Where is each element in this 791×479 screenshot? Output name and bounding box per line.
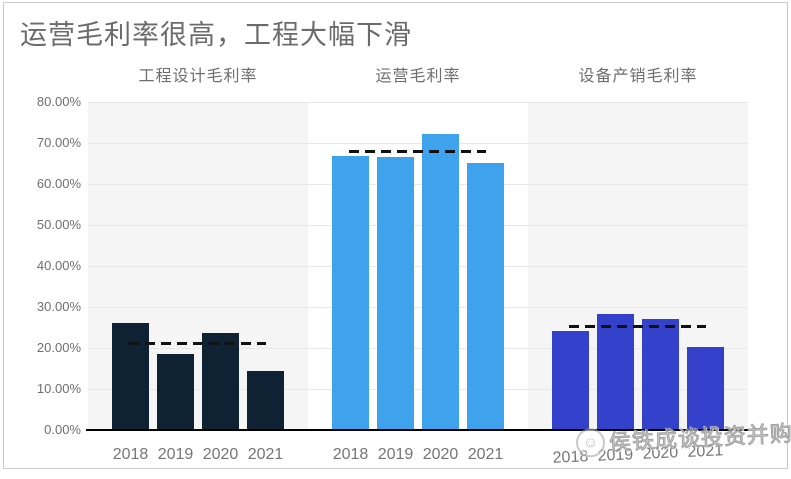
- x-axis-label-row: 2018 2019 2020 2021: [88, 446, 308, 466]
- y-axis-label: 20.00%: [36, 340, 81, 355]
- bar: [687, 347, 724, 430]
- bar: [202, 333, 239, 430]
- y-axis-label: 0.00%: [44, 422, 81, 437]
- x-axis-label: 2021: [467, 446, 504, 463]
- bar: [157, 354, 194, 430]
- x-axis-line: [86, 429, 748, 431]
- x-axis-label: 2019: [377, 446, 414, 463]
- x-axis-label: 2021: [247, 446, 284, 463]
- group-header: 设备产销毛利率: [578, 68, 698, 85]
- bar: [377, 156, 414, 430]
- bar: [552, 331, 589, 430]
- dashed-mean-line: [569, 325, 706, 329]
- y-axis-label: 60.00%: [36, 176, 81, 191]
- x-axis-label: 2018: [112, 446, 149, 463]
- gridline: [88, 348, 748, 349]
- dashed-mean-line: [129, 341, 266, 345]
- group-header: 工程设计毛利率: [138, 68, 258, 85]
- y-axis-label: 10.00%: [36, 381, 81, 396]
- bar: [422, 134, 459, 430]
- gridline: [88, 102, 748, 103]
- bar: [467, 163, 504, 430]
- y-axis-label: 50.00%: [36, 217, 81, 232]
- x-axis-label-row: 2018 2019 2020 2021: [308, 446, 528, 466]
- gridline: [88, 389, 748, 390]
- x-axis-label: 2019: [157, 446, 194, 463]
- gridline: [88, 307, 748, 308]
- x-axis-label: 2020: [202, 446, 239, 463]
- y-axis-label: 80.00%: [36, 94, 81, 109]
- y-axis-label: 40.00%: [36, 258, 81, 273]
- gridline: [88, 225, 748, 226]
- chart-title: 运营毛利率很高，工程大幅下滑: [20, 20, 412, 50]
- bar: [597, 313, 634, 430]
- watermark-round-seal-icon: ☺: [575, 427, 606, 458]
- x-axis-label: 2018: [332, 446, 369, 463]
- gridline: [88, 266, 748, 267]
- bar: [112, 322, 149, 430]
- dashed-mean-line: [349, 150, 486, 154]
- gridline: [88, 143, 748, 144]
- bar: [332, 156, 369, 430]
- gridline: [88, 184, 748, 185]
- x-axis-label: 2020: [422, 446, 459, 463]
- bar: [247, 370, 284, 430]
- y-axis-label: 30.00%: [36, 299, 81, 314]
- bar: [642, 318, 679, 430]
- group-header: 运营毛利率: [375, 68, 461, 85]
- y-axis-label: 70.00%: [36, 135, 81, 150]
